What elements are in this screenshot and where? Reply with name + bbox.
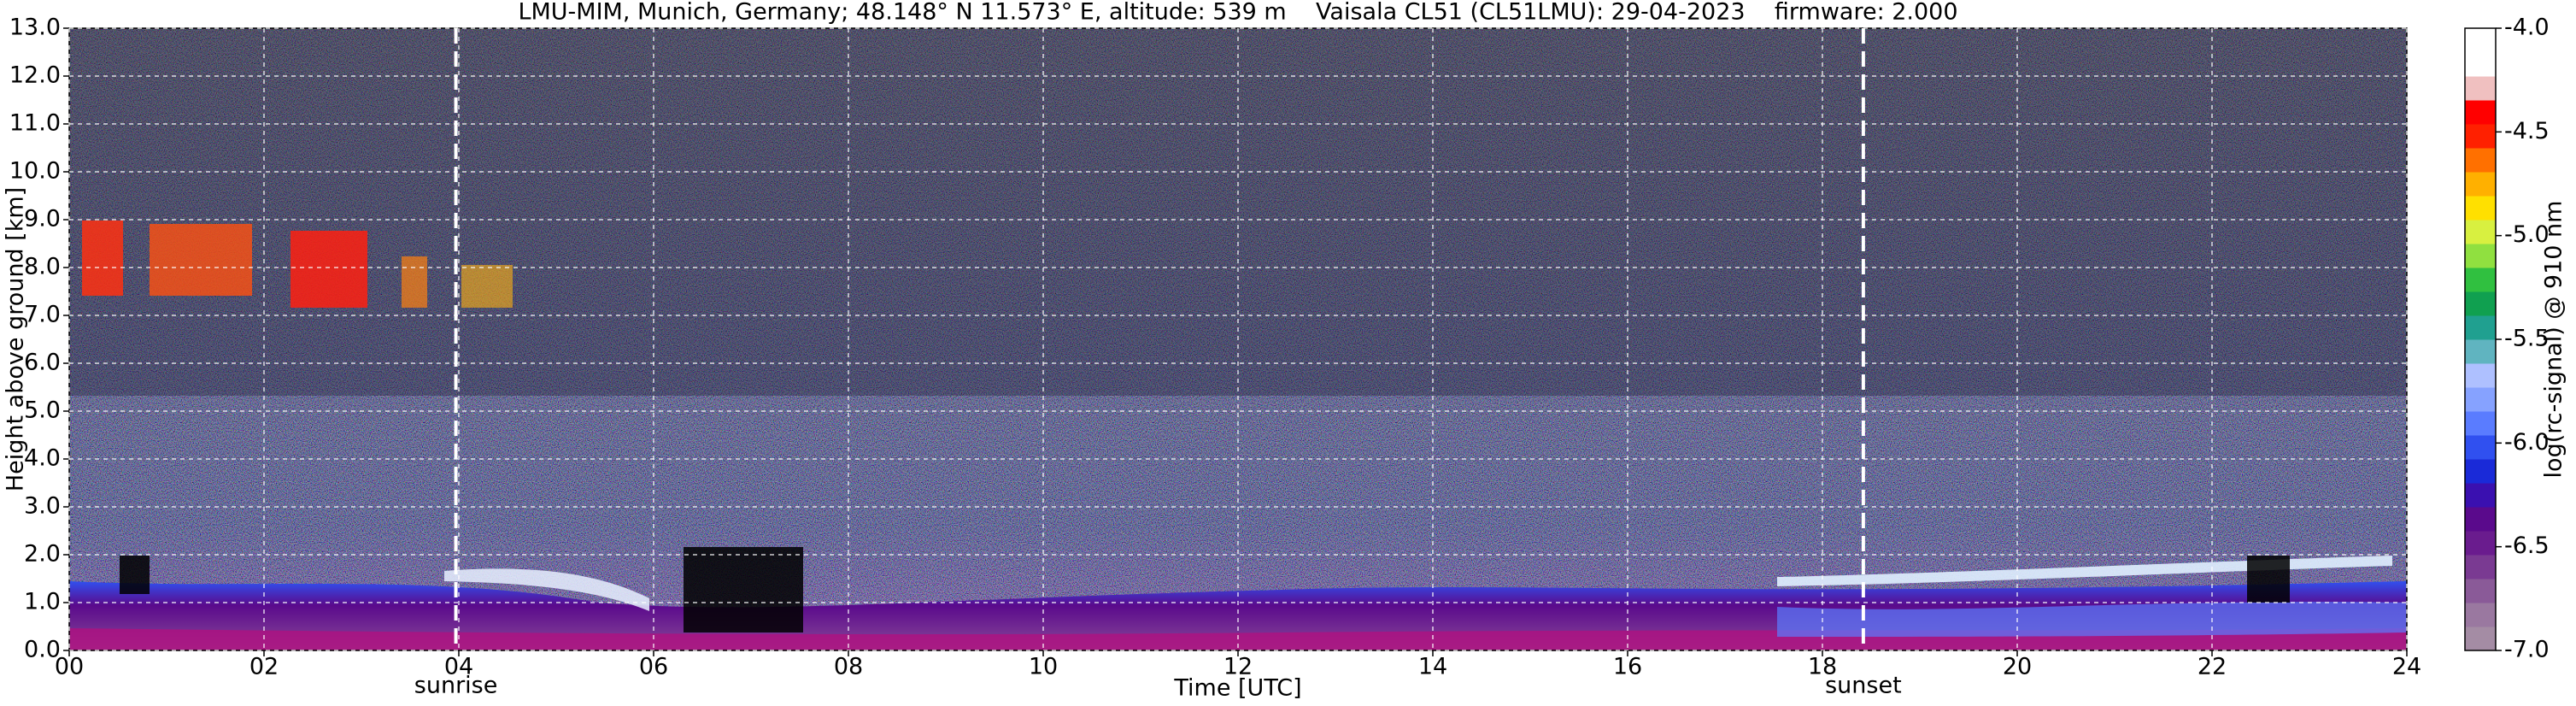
colorbar-swatch	[2465, 627, 2496, 651]
colorbar-swatch	[2465, 172, 2496, 197]
colorbar-swatch	[2465, 483, 2496, 508]
colorbar-swatch	[2465, 315, 2496, 340]
colorbar-tick-label: -4.0	[2504, 15, 2550, 41]
colorbar-swatch	[2465, 291, 2496, 316]
x-tick-label: 10	[1029, 654, 1058, 680]
colorbar-swatch	[2465, 507, 2496, 532]
colorbar-swatch	[2465, 531, 2496, 556]
cirrus	[461, 265, 513, 308]
cirrus	[290, 231, 367, 308]
y-tick-label: 0.0	[24, 637, 61, 663]
y-tick-label: 8.0	[24, 254, 61, 280]
colorbar-swatch	[2465, 387, 2496, 412]
colorbar-swatch	[2465, 28, 2496, 53]
colorbar-swatch	[2465, 435, 2496, 460]
colorbar-tick-label: -6.5	[2504, 532, 2550, 559]
y-tick-label: 5.0	[24, 397, 61, 424]
chart-title: LMU-MIM, Munich, Germany; 48.148° N 11.5…	[518, 0, 1957, 26]
y-tick-label: 4.0	[24, 445, 61, 472]
colorbar-swatch	[2465, 52, 2496, 77]
x-tick-label: 06	[639, 654, 668, 680]
y-tick-label: 10.0	[9, 158, 61, 185]
residual-layer	[1777, 602, 2407, 637]
signal-gap	[2247, 556, 2290, 603]
y-tick-label: 6.0	[24, 350, 61, 376]
colorbar-swatch	[2465, 459, 2496, 484]
cloud-base	[1777, 556, 2392, 586]
x-tick-label: 14	[1418, 654, 1447, 680]
colorbar-tick-label: -5.0	[2504, 221, 2550, 248]
x-tick-label: 20	[2003, 654, 2032, 680]
x-tick-label: 02	[249, 654, 279, 680]
colorbar-tick-label: -7.0	[2504, 637, 2550, 663]
colorbar-swatch	[2465, 555, 2496, 580]
x-tick-label: 08	[834, 654, 863, 680]
y-tick-label: 13.0	[9, 15, 61, 41]
colorbar-swatch	[2465, 244, 2496, 268]
y-axis-label: Height above ground [km]	[3, 187, 29, 491]
colorbar-swatch	[2465, 339, 2496, 364]
y-tick-label: 1.0	[24, 589, 61, 615]
colorbar-swatch	[2465, 100, 2496, 125]
colorbar-swatch	[2465, 579, 2496, 603]
annotation-label: sunset	[1825, 673, 1902, 699]
colorbar-swatch	[2465, 411, 2496, 436]
x-axis-label: Time [UTC]	[1173, 675, 1301, 702]
colorbar-swatch	[2465, 603, 2496, 627]
y-tick-label: 12.0	[9, 62, 61, 89]
x-tick-label: 24	[2392, 654, 2421, 680]
y-tick-label: 2.0	[24, 541, 61, 568]
colorbar-label: log(rc-signal) @ 910 nm	[2541, 201, 2567, 479]
annotation-label: sunrise	[414, 673, 498, 699]
colorbar-swatch	[2465, 76, 2496, 101]
colorbar-swatch	[2465, 148, 2496, 173]
y-tick-label: 3.0	[24, 493, 61, 520]
x-tick-label: 04	[444, 654, 473, 680]
signal-gap	[684, 547, 803, 632]
colorbar-swatch	[2465, 268, 2496, 292]
x-tick-label: 12	[1223, 654, 1253, 680]
colorbar-swatch	[2465, 124, 2496, 149]
cloud-base	[444, 568, 649, 611]
y-tick-label: 7.0	[24, 302, 61, 328]
y-tick-label: 11.0	[9, 110, 61, 137]
colorbar-tick-label: -6.0	[2504, 429, 2550, 456]
colorbar-swatch	[2465, 220, 2496, 244]
colorbar-swatch	[2465, 363, 2496, 388]
cirrus	[82, 221, 123, 296]
cirrus	[402, 256, 427, 308]
cirrus	[150, 224, 252, 296]
colorbar-tick-label: -5.5	[2504, 326, 2550, 352]
y-tick-label: 9.0	[24, 206, 61, 232]
x-tick-label: 18	[1808, 654, 1837, 680]
signal-gap	[120, 556, 150, 594]
colorbar-tick-label: -4.5	[2504, 118, 2550, 144]
x-tick-label: 22	[2198, 654, 2227, 680]
x-tick-label: 00	[55, 654, 84, 680]
x-tick-label: 16	[1613, 654, 1642, 680]
colorbar-swatch	[2465, 196, 2496, 221]
